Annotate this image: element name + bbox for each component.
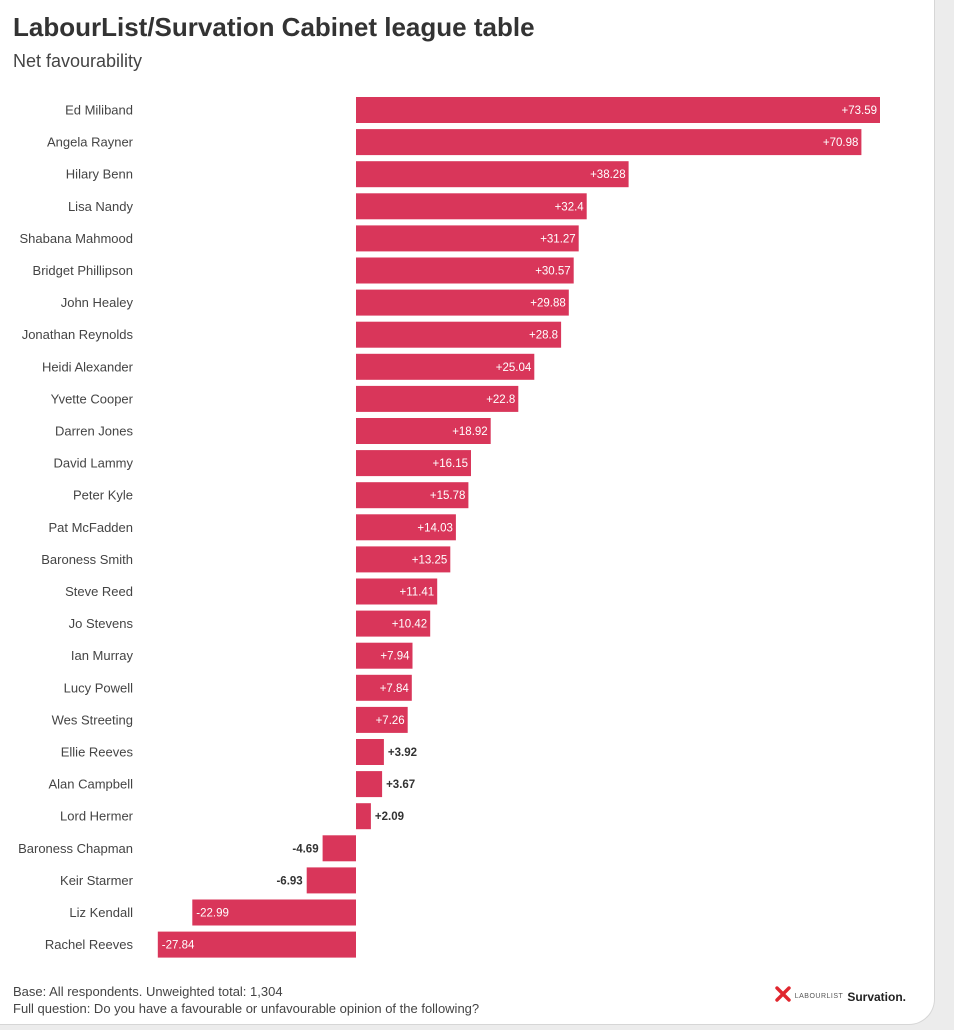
category-label: Peter Kyle (73, 488, 133, 503)
chart-card: LabourList/Survation Cabinet league tabl… (0, 0, 935, 1025)
bar (306, 867, 356, 894)
bar-chart: Ed Miliband +73.59 Angela Rayner +70.98 Hila… (18, 97, 880, 958)
bar (356, 418, 491, 444)
footer-question: Full question: Do you have a favourable … (13, 1001, 480, 1016)
value-label: +28.8 (529, 330, 558, 342)
category-label: Baroness Smith (41, 552, 133, 567)
value-label: +29.88 (530, 298, 566, 310)
category-label: Heidi Alexander (42, 359, 134, 374)
value-label: +3.67 (386, 779, 415, 791)
category-label: Ed Miliband (65, 103, 133, 118)
bar (356, 193, 587, 220)
bar (356, 225, 579, 252)
bar (356, 321, 562, 348)
category-label: Lisa Nandy (68, 199, 134, 214)
category-label: Darren Jones (55, 424, 134, 439)
value-label: +7.26 (376, 715, 405, 727)
category-label: Liz Kendall (69, 905, 133, 920)
bar (356, 289, 569, 316)
bar (356, 546, 451, 573)
bar (356, 129, 862, 156)
value-label: +25.04 (496, 362, 532, 374)
value-label: -27.84 (162, 940, 195, 952)
value-label: +10.42 (392, 619, 428, 631)
value-label: +2.09 (375, 811, 404, 823)
category-label: Shabana Mahmood (20, 231, 133, 246)
value-label: +7.94 (380, 651, 410, 663)
value-label: +3.92 (388, 747, 417, 759)
category-label: John Healey (61, 295, 134, 310)
bar (356, 803, 371, 830)
bar (356, 642, 413, 669)
category-label: Baroness Chapman (18, 841, 133, 856)
category-label: Alan Campbell (48, 777, 133, 792)
category-label: Ellie Reeves (61, 745, 134, 760)
logos: LABOURLIST Survation. (775, 986, 906, 1007)
bar (356, 97, 880, 123)
bar (356, 385, 519, 412)
category-label: Steve Reed (65, 584, 133, 599)
value-label: -4.69 (292, 843, 318, 855)
bar (192, 899, 356, 926)
category-label: Lord Hermer (60, 809, 134, 824)
bar (356, 706, 408, 733)
value-label: -6.93 (276, 875, 302, 887)
value-label: +30.57 (535, 266, 571, 278)
category-label: Hilary Benn (66, 167, 133, 182)
bar (356, 161, 629, 188)
value-label: +16.15 (433, 458, 469, 470)
value-label: +15.78 (430, 490, 466, 502)
chart-subtitle: Net favourability (13, 51, 143, 71)
labourlist-logo-text: LABOURLIST (794, 993, 844, 1000)
bar (356, 514, 456, 541)
category-label: Angela Rayner (47, 135, 134, 150)
value-label: +38.28 (590, 169, 626, 181)
category-label: Yvette Cooper (51, 391, 134, 406)
bar (356, 450, 471, 477)
value-label: +18.92 (452, 426, 488, 438)
value-label: +70.98 (823, 137, 859, 149)
category-label: Pat McFadden (48, 520, 133, 535)
bar (356, 257, 574, 284)
labourlist-logo-icon (775, 986, 791, 1007)
bar (356, 353, 535, 380)
category-label: Wes Streeting (52, 712, 133, 727)
footer-base: Base: All respondents. Unweighted total:… (13, 984, 283, 999)
value-label: +7.84 (380, 683, 410, 695)
bar (356, 771, 383, 798)
category-label: Keir Starmer (60, 873, 134, 888)
bar (322, 835, 356, 862)
category-label: Jo Stevens (69, 616, 134, 631)
bar (356, 674, 412, 701)
bar (356, 578, 438, 605)
bar (356, 739, 384, 765)
category-label: Jonathan Reynolds (22, 327, 134, 342)
bar (356, 482, 469, 509)
category-label: Bridget Phillipson (33, 263, 133, 278)
value-label: +32.4 (555, 201, 585, 213)
survation-logo: Survation. (847, 989, 906, 1004)
value-label: +22.8 (486, 394, 515, 406)
value-label: +14.03 (417, 522, 453, 534)
category-label: Lucy Powell (64, 680, 133, 695)
value-label: +73.59 (842, 105, 878, 117)
category-label: Ian Murray (71, 648, 134, 663)
value-label: +11.41 (400, 587, 435, 599)
value-label: -22.99 (196, 908, 229, 920)
category-label: David Lammy (54, 456, 134, 471)
value-label: +13.25 (412, 554, 448, 566)
bar (356, 610, 431, 637)
value-label: +31.27 (540, 233, 576, 245)
category-label: Rachel Reeves (45, 937, 134, 952)
chart-title: LabourList/Survation Cabinet league tabl… (13, 12, 535, 42)
bar (157, 931, 356, 958)
